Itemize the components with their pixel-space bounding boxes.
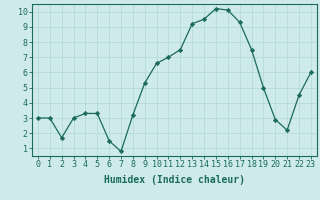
X-axis label: Humidex (Indice chaleur): Humidex (Indice chaleur) bbox=[104, 175, 245, 185]
